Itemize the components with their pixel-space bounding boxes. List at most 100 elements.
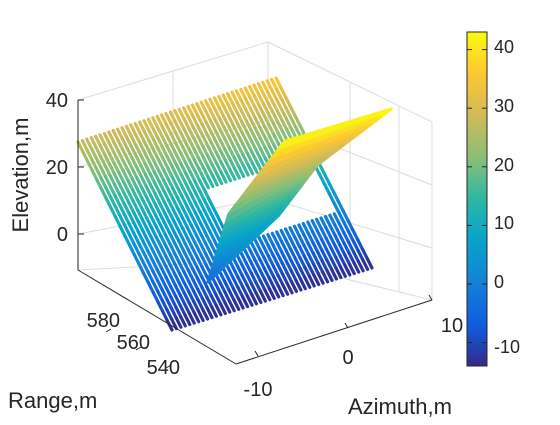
surface-stroke (244, 250, 253, 264)
surface-stroke (199, 232, 208, 245)
surface-stroke (234, 89, 243, 102)
surface-stroke (146, 281, 155, 294)
surface-stroke (203, 241, 212, 255)
surface-stroke (156, 147, 165, 160)
surface-stroke (151, 269, 159, 282)
surface-stroke (112, 161, 121, 175)
surface-stroke (198, 221, 207, 235)
surface-stroke (194, 233, 203, 247)
surface-stroke (343, 263, 352, 277)
surface-stroke (226, 113, 235, 127)
surface-stroke (182, 259, 190, 273)
surface-stroke (123, 234, 132, 247)
surface-stroke (118, 203, 127, 216)
surface-stroke (155, 278, 164, 292)
surface-stroke (245, 294, 254, 307)
surface-stroke (227, 124, 236, 138)
surface-stroke (351, 250, 360, 263)
surface-stroke (307, 264, 316, 277)
surface-stroke (227, 288, 236, 302)
surface-stroke (323, 215, 332, 228)
surface-stroke (125, 157, 134, 170)
surface-stroke (285, 281, 294, 295)
surface-stroke (289, 126, 298, 140)
surface-stroke (149, 226, 158, 239)
surface-stroke (301, 221, 310, 235)
surface-stroke (361, 258, 370, 271)
surface-stroke (198, 210, 207, 224)
surface-stroke (275, 252, 284, 265)
surface-stroke (274, 87, 283, 101)
surface-stroke (240, 252, 248, 265)
surface-stroke (252, 94, 261, 108)
surface-stroke (258, 125, 267, 139)
surface-stroke (187, 126, 196, 140)
surface-stroke (266, 254, 275, 268)
colorbar (466, 31, 488, 367)
surface-stroke (227, 278, 236, 291)
surface-stroke (356, 237, 364, 251)
surface-stroke (222, 268, 231, 282)
surface-stroke (108, 173, 117, 187)
surface-stroke (182, 128, 191, 141)
axis-tick (165, 364, 172, 369)
surface-stroke (276, 139, 287, 152)
surface-stroke (205, 285, 213, 298)
surface-stroke (257, 235, 266, 249)
surface-stroke (271, 253, 280, 266)
surface-stroke (207, 218, 216, 232)
surface-stroke (170, 175, 179, 189)
surface-stroke (190, 245, 199, 259)
surface-stroke (175, 185, 184, 198)
surface-stroke (250, 161, 259, 174)
surface-stroke (181, 248, 190, 262)
surface-stroke (221, 93, 230, 107)
surface-stroke (185, 214, 194, 228)
surface-stroke (199, 243, 208, 256)
surface-stroke (342, 242, 351, 255)
surface-stroke (279, 239, 288, 253)
surface-stroke (217, 116, 226, 130)
surface-stroke (164, 254, 172, 267)
surface-stroke (265, 79, 274, 92)
surface-stroke (173, 109, 182, 122)
colorbar-tick-label: 10 (494, 213, 514, 233)
surface-stroke (154, 213, 162, 227)
colorbar-tick-label: -10 (494, 337, 520, 357)
x-axis-label: Azimuth,m (348, 394, 452, 419)
surface-stroke (156, 289, 164, 302)
surface-stroke (183, 160, 192, 174)
surface-stroke (218, 280, 227, 294)
surface-stroke (338, 254, 347, 267)
colorbar-tick-label: 30 (494, 96, 514, 116)
surface-stroke (160, 135, 169, 148)
surface-stroke (352, 261, 361, 274)
colorbar-tick-label: 20 (494, 155, 514, 175)
surface-stroke (177, 239, 185, 252)
surface-stroke (181, 227, 190, 240)
surface-stroke (219, 160, 228, 173)
surface-stroke (161, 167, 170, 181)
surface-stroke (240, 263, 249, 276)
surface-stroke (253, 127, 262, 140)
surface-stroke (147, 150, 156, 163)
surface-stroke (186, 268, 195, 282)
surface-stroke (167, 220, 176, 233)
surface-stroke (288, 237, 297, 250)
surface-stroke (241, 142, 249, 155)
surface-stroke (284, 117, 293, 130)
surface-stroke (253, 237, 261, 250)
surface-stroke (209, 283, 218, 297)
surface-stroke (293, 257, 302, 270)
surface-stroke (116, 138, 125, 152)
surface-stroke (155, 267, 164, 281)
surface-stroke (103, 153, 112, 167)
surface-stroke (237, 165, 246, 179)
surface-stroke (160, 113, 168, 127)
surface-stroke (212, 217, 221, 230)
surface-stroke (146, 117, 155, 131)
surface-stroke (127, 211, 136, 224)
surface-stroke (116, 149, 125, 162)
surface-stroke (284, 106, 293, 120)
surface-stroke (200, 286, 209, 299)
